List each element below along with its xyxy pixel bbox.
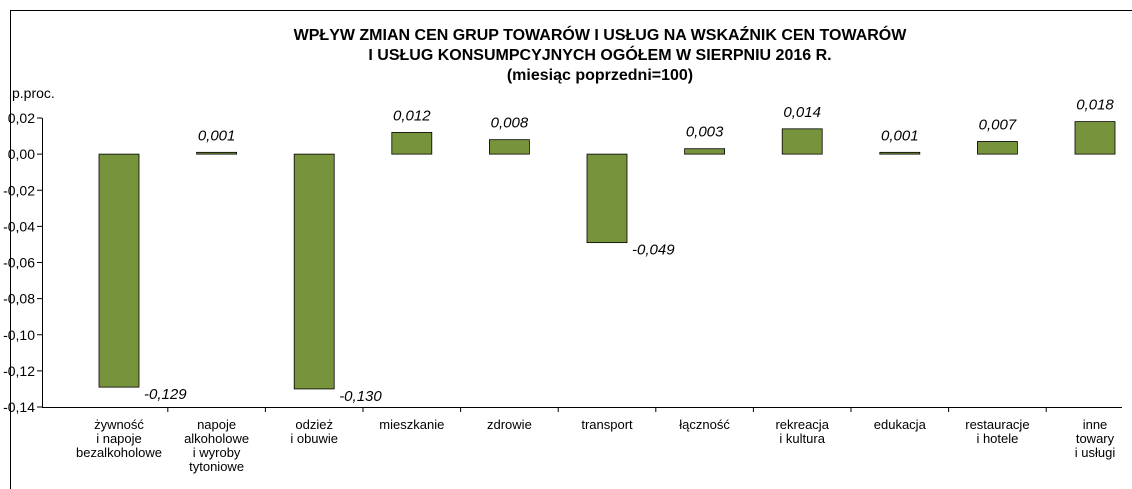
bar xyxy=(879,151,921,155)
bar xyxy=(684,148,725,155)
value-label: 0,001 xyxy=(198,127,236,144)
value-label: -0,129 xyxy=(144,386,187,403)
bar xyxy=(781,128,823,155)
x-tick-label: edukacja xyxy=(874,417,927,432)
x-tick-label: i wyroby xyxy=(193,445,241,460)
value-label: -0,049 xyxy=(632,242,675,259)
value-label: -0,130 xyxy=(339,388,382,405)
bar xyxy=(977,141,1018,155)
value-label: 0,014 xyxy=(783,104,821,121)
x-tick-label: odzież xyxy=(295,417,333,432)
y-tick-label: -0,02 xyxy=(3,182,35,198)
y-tick-label: -0,14 xyxy=(3,399,35,415)
x-tick-label: rekreacja xyxy=(775,417,829,432)
x-tick-label: i usługi xyxy=(1075,445,1116,460)
bar xyxy=(196,151,238,155)
x-tick-label: restauracje xyxy=(965,417,1029,432)
x-tick-label: tytoniowe xyxy=(189,459,244,474)
y-tick-label: -0,10 xyxy=(3,327,35,343)
bar xyxy=(391,132,433,155)
x-tick-label: mieszkanie xyxy=(379,417,444,432)
value-label: 0,001 xyxy=(881,127,919,144)
x-tick-label: alkoholowe xyxy=(184,431,249,446)
chart-subtitle: (miesiąc poprzedni=100) xyxy=(507,67,693,84)
x-tick-label: inne xyxy=(1083,417,1108,432)
y-tick-label: -0,06 xyxy=(3,255,35,271)
value-label: 0,008 xyxy=(491,115,529,132)
bar xyxy=(488,139,530,155)
x-tick-label: napoje xyxy=(197,417,236,432)
bar xyxy=(293,153,335,390)
value-label: 0,018 xyxy=(1076,97,1114,114)
x-tick-label: transport xyxy=(581,417,633,432)
y-tick-label: -0,12 xyxy=(3,363,35,379)
y-tick-label: 0,00 xyxy=(8,146,35,162)
chart-title: WPŁYW ZMIAN CEN GRUP TOWARÓW I USŁUG NA … xyxy=(294,25,908,44)
chart-title: I USŁUG KONSUMPCYJNYCH OGÓŁEM W SIERPNIU… xyxy=(368,45,831,64)
y-tick-label: 0,02 xyxy=(8,110,35,126)
value-label: 0,012 xyxy=(393,107,431,124)
bar xyxy=(1074,121,1116,155)
x-tick-label: i kultura xyxy=(779,431,825,446)
x-tick-label: i napoje xyxy=(96,431,142,446)
x-tick-label: żywność xyxy=(94,417,144,432)
y-axis-label: p.proc. xyxy=(12,85,55,101)
value-label: 0,007 xyxy=(979,116,1017,133)
x-tick-label: i obuwie xyxy=(290,431,338,446)
y-tick-label: -0,04 xyxy=(3,218,35,234)
x-tick-label: łączność xyxy=(679,417,730,432)
bar xyxy=(98,153,140,388)
x-tick-label: towary xyxy=(1076,431,1115,446)
x-tick-label: bezalkoholowe xyxy=(76,445,162,460)
x-tick-label: i hotele xyxy=(976,431,1018,446)
x-tick-label: zdrowie xyxy=(487,417,532,432)
bar xyxy=(586,153,628,244)
value-label: 0,003 xyxy=(686,124,724,141)
y-tick-label: -0,08 xyxy=(3,291,35,307)
